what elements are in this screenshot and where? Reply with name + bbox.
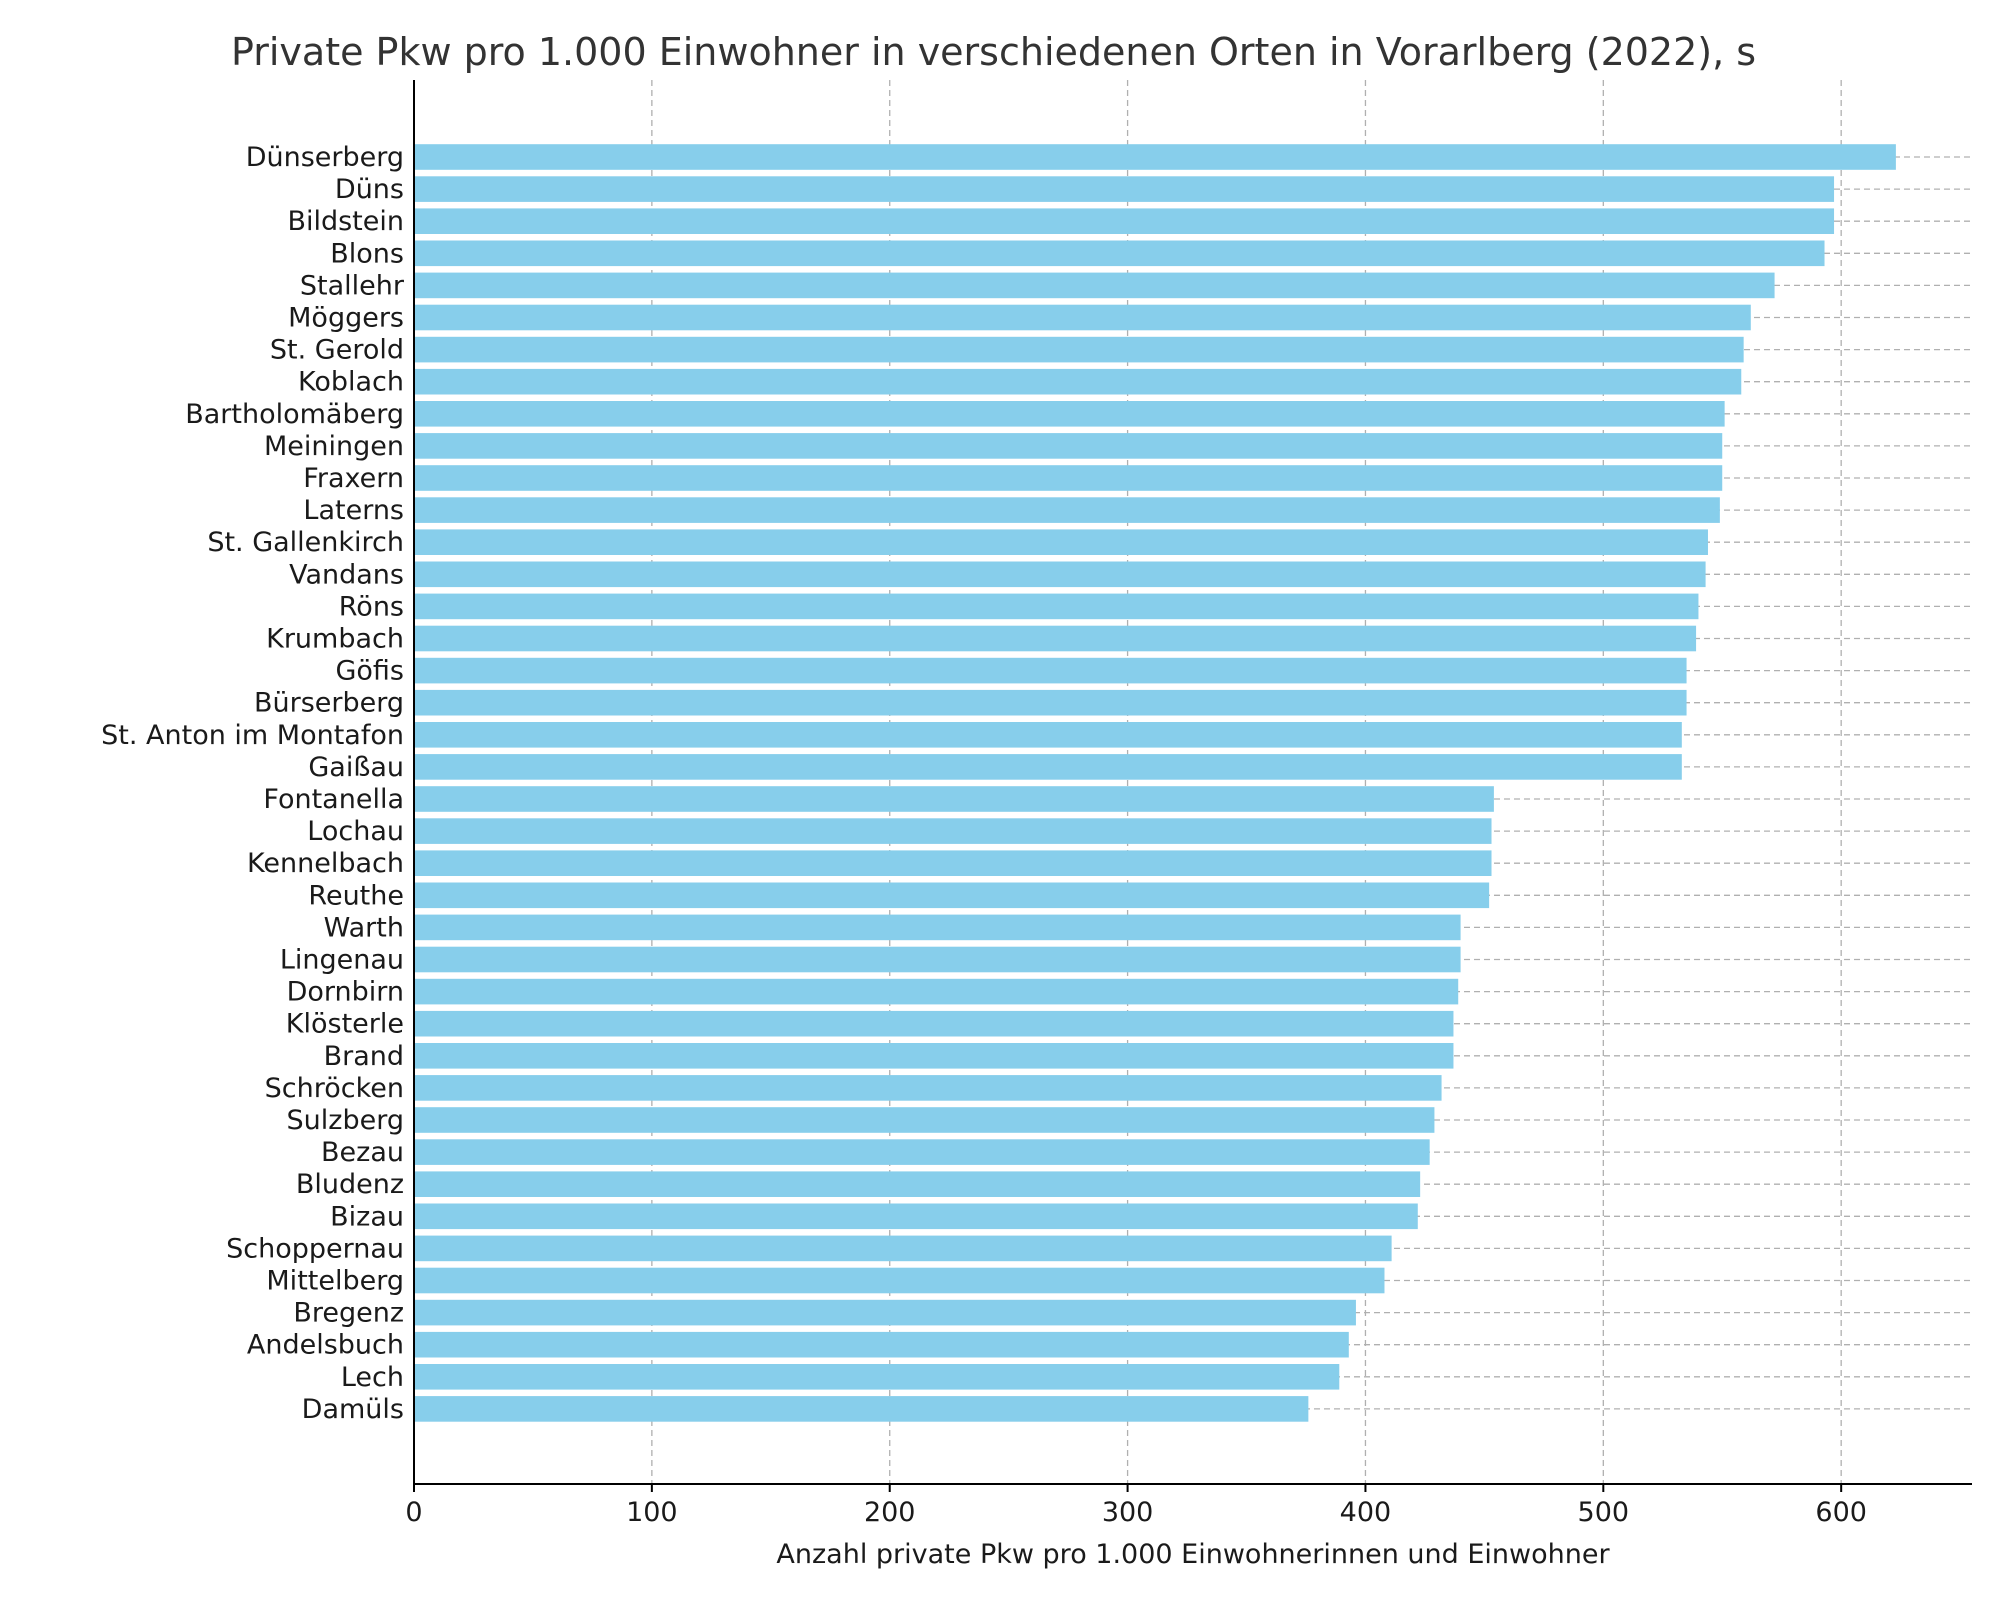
- category-label-5: Möggers: [288, 303, 404, 334]
- category-label-6: St. Gerold: [270, 335, 404, 366]
- bar-33: Bizau: 422: [414, 1203, 1418, 1230]
- bar-6: St. Gerold: 559: [414, 336, 1744, 363]
- bar-26: Dornbirn: 439: [414, 978, 1459, 1005]
- x-tick-label-500: 500: [1578, 1497, 1630, 1528]
- bar-38: Lech: 389: [414, 1364, 1340, 1390]
- category-label-12: St. Gallenkirch: [207, 527, 404, 558]
- category-label-23: Reuthe: [308, 880, 404, 911]
- bar-27: Klösterle: 437: [414, 1010, 1454, 1037]
- bar-37: Andelsbuch: 393: [414, 1331, 1349, 1358]
- category-label-24: Warth: [324, 912, 404, 943]
- category-label-4: Stallehr: [300, 270, 405, 301]
- bar-20: Fontanella: 454: [414, 786, 1494, 812]
- bar-4: Stallehr: 572: [414, 272, 1775, 299]
- category-label-14: Röns: [339, 591, 404, 622]
- category-label-21: Lochau: [307, 816, 404, 847]
- category-label-22: Kennelbach: [247, 848, 404, 879]
- chart-title: Private Pkw pro 1.000 Einwohner in versc…: [231, 30, 1756, 74]
- category-label-2: Bildstein: [287, 206, 404, 237]
- bar-17: Bürserberg: 535: [414, 689, 1687, 716]
- category-label-39: Damüls: [302, 1394, 404, 1425]
- category-label-1: Düns: [335, 174, 404, 205]
- bar-34: Schoppernau: 411: [414, 1235, 1392, 1262]
- bar-13: Vandans: 543: [414, 561, 1706, 588]
- category-label-0: Dünserberg: [246, 142, 404, 173]
- bar-5: Möggers: 562: [414, 304, 1751, 331]
- bar-11: Laterns: 549: [414, 497, 1720, 523]
- category-label-16: Göfis: [335, 656, 404, 687]
- category-label-38: Lech: [341, 1362, 404, 1393]
- bar-9: Meiningen: 550: [414, 433, 1723, 459]
- category-label-28: Brand: [324, 1041, 404, 1072]
- category-label-30: Sulzberg: [287, 1105, 404, 1136]
- bar-25: Lingenau: 440: [414, 946, 1461, 973]
- category-label-20: Fontanella: [263, 784, 404, 815]
- x-tick-label-300: 300: [1102, 1497, 1154, 1528]
- bar-18: St. Anton im Montafon: 533: [414, 722, 1682, 748]
- bar-3: Blons: 593: [414, 240, 1825, 267]
- x-tick-label-200: 200: [864, 1497, 916, 1528]
- x-tick-label-100: 100: [626, 1497, 678, 1528]
- bar-24: Warth: 440: [414, 914, 1461, 941]
- category-label-34: Schoppernau: [226, 1233, 404, 1264]
- bar-28: Brand: 437: [414, 1043, 1454, 1069]
- category-label-3: Blons: [330, 238, 404, 269]
- category-label-9: Meiningen: [264, 431, 404, 462]
- bar-31: Bezau: 427: [414, 1139, 1430, 1165]
- category-label-32: Bludenz: [296, 1169, 404, 1200]
- bar-1: Düns: 597: [414, 176, 1835, 202]
- bar-29: Schröcken: 432: [414, 1075, 1442, 1101]
- category-label-15: Krumbach: [266, 624, 404, 655]
- category-label-27: Klösterle: [286, 1009, 404, 1040]
- bars: Dünserberg: 623 Düns: 597 Bildstein: 597 Bl…: [414, 144, 1896, 1422]
- category-label-31: Bezau: [321, 1137, 404, 1168]
- bar-15: Krumbach: 539: [414, 625, 1697, 652]
- x-tick-label-400: 400: [1340, 1497, 1392, 1528]
- bar-2: Bildstein: 597: [414, 208, 1835, 234]
- category-label-29: Schröcken: [265, 1073, 404, 1104]
- bar-19: Gaißau: 533: [414, 754, 1682, 780]
- x-axis-title: Anzahl private Pkw pro 1.000 Einwohnerin…: [776, 1539, 1610, 1570]
- category-label-25: Lingenau: [280, 945, 404, 976]
- category-label-10: Fraxern: [303, 463, 404, 494]
- category-label-36: Bregenz: [293, 1298, 404, 1329]
- bar-16: Göfis: 535: [414, 657, 1687, 684]
- bar-7: Koblach: 558: [414, 368, 1742, 395]
- bar-22: Kennelbach: 453: [414, 850, 1492, 876]
- bar-39: Damüls: 376: [414, 1396, 1309, 1422]
- category-label-11: Laterns: [303, 495, 404, 526]
- category-label-37: Andelsbuch: [247, 1330, 404, 1361]
- x-axis-ticks: 0 100 200 300 400 500 600: [405, 1484, 1867, 1528]
- bar-30: Sulzberg: 429: [414, 1107, 1435, 1133]
- bar-36: Bregenz: 396: [414, 1299, 1356, 1326]
- category-label-7: Koblach: [298, 367, 404, 398]
- category-label-33: Bizau: [330, 1201, 404, 1232]
- category-label-13: Vandans: [289, 559, 404, 590]
- x-tick-label-600: 600: [1815, 1497, 1867, 1528]
- bar-10: Fraxern: 550: [414, 465, 1723, 491]
- category-label-8: Bartholomäberg: [185, 399, 404, 430]
- bar-23: Reuthe: 452: [414, 882, 1490, 909]
- bar-8: Bartholomäberg: 551: [414, 401, 1725, 427]
- category-label-26: Dornbirn: [287, 977, 404, 1008]
- bar-35: Mittelberg: 408: [414, 1267, 1385, 1294]
- category-label-18: St. Anton im Montafon: [101, 720, 404, 751]
- bar-0: Dünserberg: 623: [414, 144, 1896, 170]
- bar-32: Bludenz: 423: [414, 1171, 1421, 1197]
- category-label-19: Gaißau: [308, 752, 404, 783]
- category-label-17: Bürserberg: [254, 688, 404, 719]
- bar-21: Lochau: 453: [414, 818, 1492, 844]
- bar-12: St. Gallenkirch: 544: [414, 529, 1708, 555]
- category-label-35: Mittelberg: [266, 1266, 404, 1297]
- x-tick-label-0: 0: [405, 1497, 422, 1528]
- bar-14: Röns: 540: [414, 593, 1699, 620]
- category-labels: DünserbergDünsBildsteinBlonsStallehrMögg…: [101, 142, 405, 1425]
